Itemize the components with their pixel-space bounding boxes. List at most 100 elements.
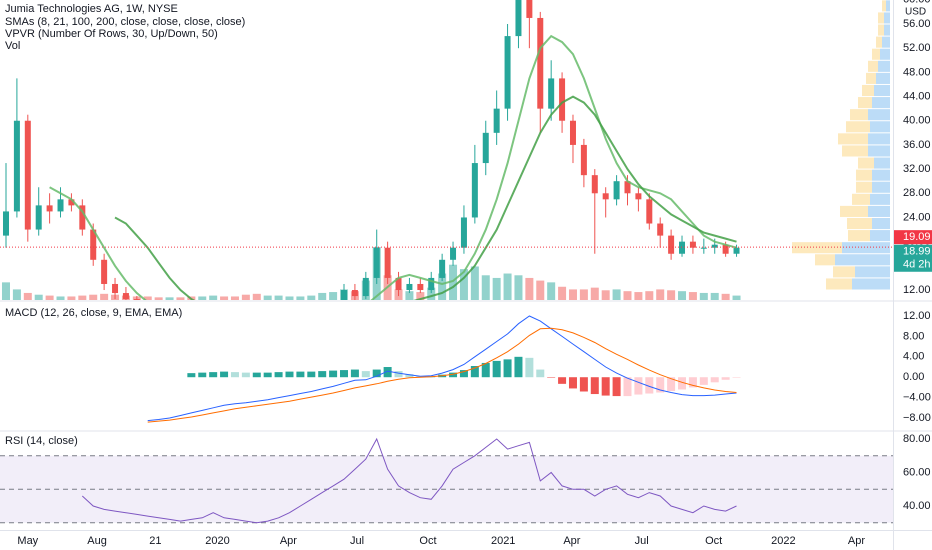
y-tick-label: 40.00	[903, 500, 931, 512]
macd-histogram-bar	[220, 371, 229, 378]
volume-bar	[307, 295, 316, 300]
macd-line	[147, 315, 737, 422]
volume-bar	[416, 292, 425, 300]
candle-body	[635, 193, 642, 200]
volume-bar	[220, 296, 229, 300]
vpvr-down	[840, 205, 868, 217]
currency-label: USD	[905, 7, 926, 18]
vpvr-up	[882, 36, 890, 48]
macd-histogram-bar	[329, 370, 338, 378]
y-tick-label: 12.00	[903, 310, 931, 322]
volume-bar	[89, 294, 98, 300]
candle-body	[133, 299, 140, 300]
macd-histogram-bar	[470, 366, 479, 378]
candle-body	[591, 175, 598, 194]
macd-histogram-bar	[688, 377, 697, 388]
x-tick-label: 2021	[491, 535, 515, 547]
axes: 12.0016.0020.0024.0028.0032.0036.0040.00…	[17, 0, 932, 547]
macd-histogram-bar	[481, 362, 490, 378]
macd-histogram-bar	[318, 371, 327, 378]
vpvr-down	[868, 60, 878, 72]
vpvr-up	[884, 24, 890, 36]
vpvr-up	[870, 193, 890, 205]
candle-body	[657, 223, 664, 236]
vpvr-down	[862, 84, 874, 97]
y-tick-label: 36.00	[903, 139, 931, 151]
y-tick-label: 28.00	[903, 187, 931, 199]
volume-bar	[547, 282, 556, 300]
candle-body	[559, 78, 566, 121]
volume-bar	[612, 289, 621, 300]
vpvr-up	[878, 60, 890, 72]
y-tick-label: 80.00	[903, 433, 931, 445]
rsi-title: RSI (14, close)	[5, 435, 78, 447]
candle-body	[548, 78, 555, 109]
y-tick-label: 12.00	[903, 284, 931, 296]
volume-bar	[78, 295, 87, 300]
vpvr-up	[868, 109, 890, 121]
candle-body	[286, 332, 292, 335]
vpvr-up	[874, 84, 890, 97]
macd-title: MACD (12, 26, close, 9, EMA, EMA)	[5, 307, 182, 319]
candle-body	[460, 217, 467, 248]
volume-bar	[252, 293, 261, 300]
volume-bar	[645, 291, 654, 300]
candle-body	[101, 259, 108, 284]
candle-body	[79, 205, 86, 230]
countdown-label: 4d 2h	[903, 259, 931, 271]
volume-bar	[56, 296, 65, 300]
candle-body	[243, 332, 249, 338]
volume-bar	[579, 289, 588, 300]
vpvr-down	[815, 254, 835, 266]
volume-bar	[710, 292, 719, 300]
volume-bar	[274, 295, 283, 300]
volume-bar	[470, 266, 479, 300]
macd-histogram-bar	[568, 377, 577, 389]
candle-body	[602, 193, 609, 200]
volume-bar	[154, 297, 163, 300]
candle-body	[232, 326, 238, 332]
vpvr-up	[842, 242, 890, 254]
candle-body	[679, 241, 686, 254]
candle-body	[254, 338, 260, 344]
volume-bar	[721, 293, 730, 300]
macd-histogram-bar	[612, 377, 621, 397]
vpvr-up	[872, 169, 890, 181]
candle-body	[471, 163, 478, 218]
candle-body	[515, 0, 522, 37]
vpvr-up	[884, 12, 890, 24]
vpvr-up	[872, 181, 890, 193]
vpvr-down	[866, 72, 876, 84]
candle-body	[482, 132, 489, 164]
vpvr-down	[848, 230, 870, 242]
candle-body	[46, 205, 53, 212]
candle-body	[526, 0, 533, 18]
y-tick-label: 24.00	[903, 211, 931, 223]
volume-bar	[688, 292, 697, 300]
candle-body	[13, 120, 20, 212]
vpvr-down	[876, 36, 882, 48]
candle-body	[493, 108, 500, 133]
sma-line	[49, 34, 737, 300]
candle-body	[341, 290, 348, 300]
symbol-title: Jumia Technologies AG, 1W, NYSE	[5, 3, 178, 15]
macd-histogram-bar	[263, 372, 272, 378]
volume-bar	[198, 296, 207, 300]
vpvr-up	[868, 133, 890, 145]
y-tick-label: 8.00	[903, 330, 924, 342]
candle-body	[221, 320, 227, 326]
vpvr-up	[874, 157, 890, 169]
x-tick-label: Jul	[635, 535, 649, 547]
volume-bar	[514, 275, 523, 300]
macd-histogram-bar	[678, 377, 687, 390]
volume-bar	[34, 294, 43, 300]
candle-body	[362, 277, 369, 297]
volume-bar	[667, 290, 676, 300]
candle-body	[35, 205, 42, 230]
volume-bar	[285, 296, 294, 300]
candle-body	[276, 335, 282, 338]
macd-histogram-bar	[394, 371, 403, 378]
vpvr-down	[847, 217, 872, 230]
volume-bar	[699, 292, 708, 300]
y-tick-label: 0.00	[903, 371, 924, 383]
